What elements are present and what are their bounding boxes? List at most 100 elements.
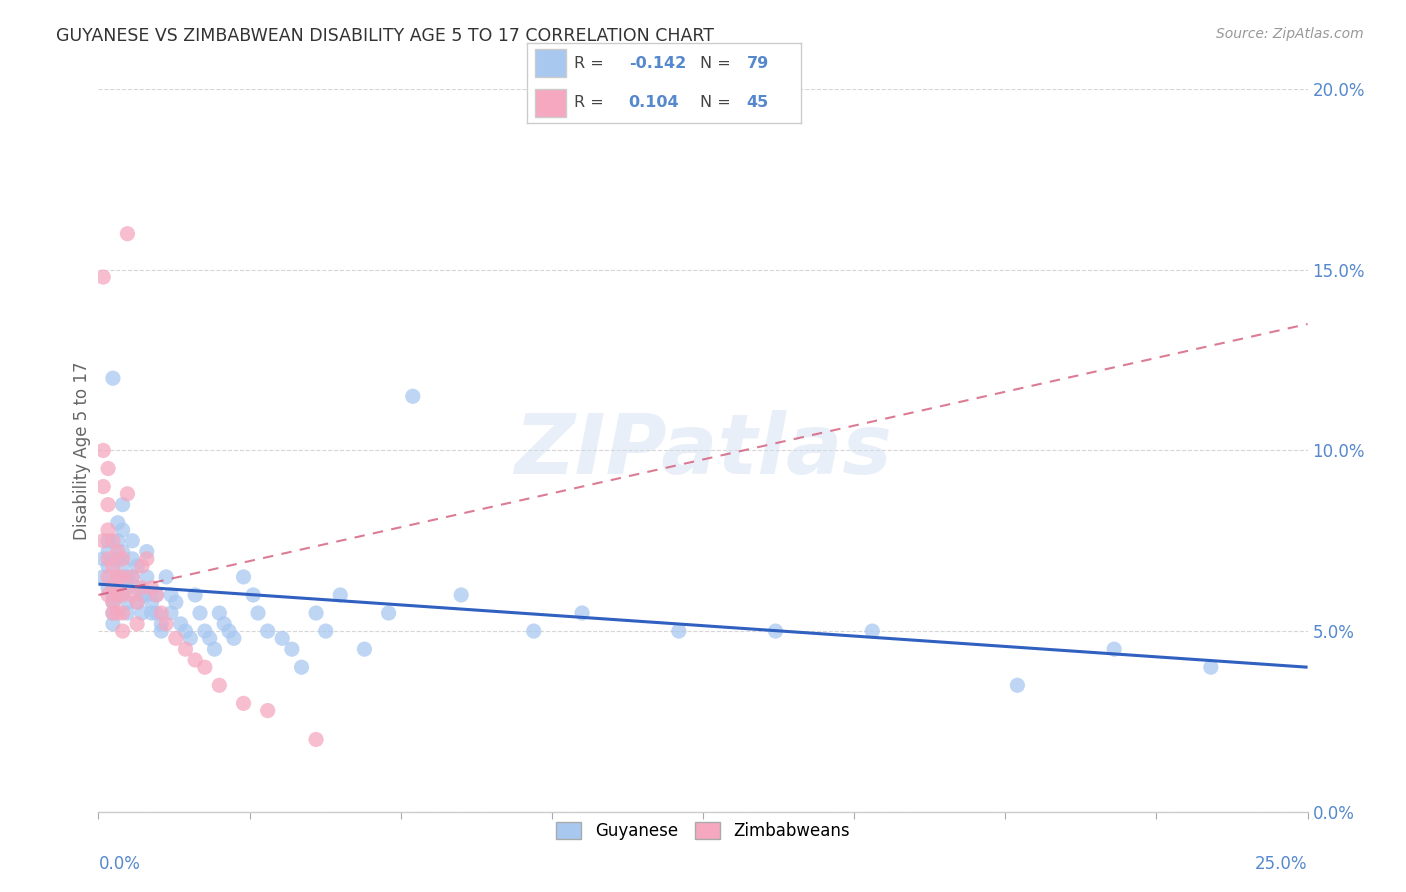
Point [179,632,201,646]
Point [101,533,124,548]
Point [184,653,207,667]
Point [91,533,114,548]
Point [121,551,143,566]
Point [131,588,153,602]
Point [101,606,124,620]
Point [1199,660,1222,674]
Point [97,581,120,595]
Text: 45: 45 [747,95,769,110]
Point [91,270,114,285]
Point [127,595,149,609]
Point [188,606,211,620]
Point [271,632,294,646]
Point [402,389,425,403]
Text: -0.142: -0.142 [628,56,686,70]
Point [281,642,304,657]
Point [212,616,235,631]
Text: Source: ZipAtlas.com: Source: ZipAtlas.com [1216,27,1364,41]
Point [135,544,157,558]
Point [256,704,278,718]
Point [117,487,139,501]
Point [91,570,114,584]
Point [150,624,173,639]
Point [111,624,134,639]
Point [111,606,134,620]
Point [97,544,120,558]
Point [377,606,399,620]
Point [165,595,187,609]
Point [174,642,197,657]
Point [97,523,120,537]
Point [91,443,114,458]
Point [232,570,254,584]
Point [101,588,124,602]
Point [117,595,139,609]
Point [174,624,197,639]
Point [131,606,153,620]
Point [523,624,546,639]
Text: GUYANESE VS ZIMBABWEAN DISABILITY AGE 5 TO 17 CORRELATION CHART: GUYANESE VS ZIMBABWEAN DISABILITY AGE 5 … [56,27,714,45]
Point [97,570,120,584]
Point [165,632,187,646]
Point [141,606,163,620]
Point [208,678,231,692]
Point [117,227,139,241]
Point [111,498,134,512]
Point [155,616,177,631]
Point [160,588,183,602]
Point [97,551,120,566]
Point [121,588,143,602]
Point [145,588,167,602]
Point [184,588,207,602]
Point [141,595,163,609]
Point [101,559,124,574]
Point [101,606,124,620]
Point [107,588,129,602]
Point [127,616,149,631]
Point [450,588,472,602]
Point [117,581,139,595]
Bar [536,88,565,117]
Point [160,606,183,620]
Point [91,480,114,494]
Point [1007,678,1029,692]
Point [860,624,883,639]
Y-axis label: Disability Age 5 to 17: Disability Age 5 to 17 [73,361,91,540]
Point [765,624,787,639]
Point [107,588,129,602]
Point [101,595,124,609]
Point [101,595,124,609]
Point [107,606,129,620]
Point [135,588,157,602]
Point [194,624,217,639]
Point [247,606,270,620]
Text: 79: 79 [747,56,769,70]
Point [315,624,337,639]
Point [218,624,240,639]
Point [117,606,139,620]
Point [117,570,139,584]
Point [127,595,149,609]
Point [101,371,124,385]
Point [121,570,143,584]
Point [222,632,245,646]
Point [97,533,120,548]
Point [107,516,129,530]
Point [121,533,143,548]
Point [141,581,163,595]
Text: ZIPatlas: ZIPatlas [515,410,891,491]
Point [101,616,124,631]
Text: 25.0%: 25.0% [1256,855,1308,873]
Point [97,588,120,602]
Point [131,581,153,595]
Point [290,660,312,674]
Point [232,697,254,711]
Point [97,559,120,574]
Point [111,559,134,574]
Point [198,632,221,646]
Point [127,581,149,595]
Point [97,461,120,475]
Point [111,588,134,602]
Point [107,570,129,584]
Point [145,606,167,620]
